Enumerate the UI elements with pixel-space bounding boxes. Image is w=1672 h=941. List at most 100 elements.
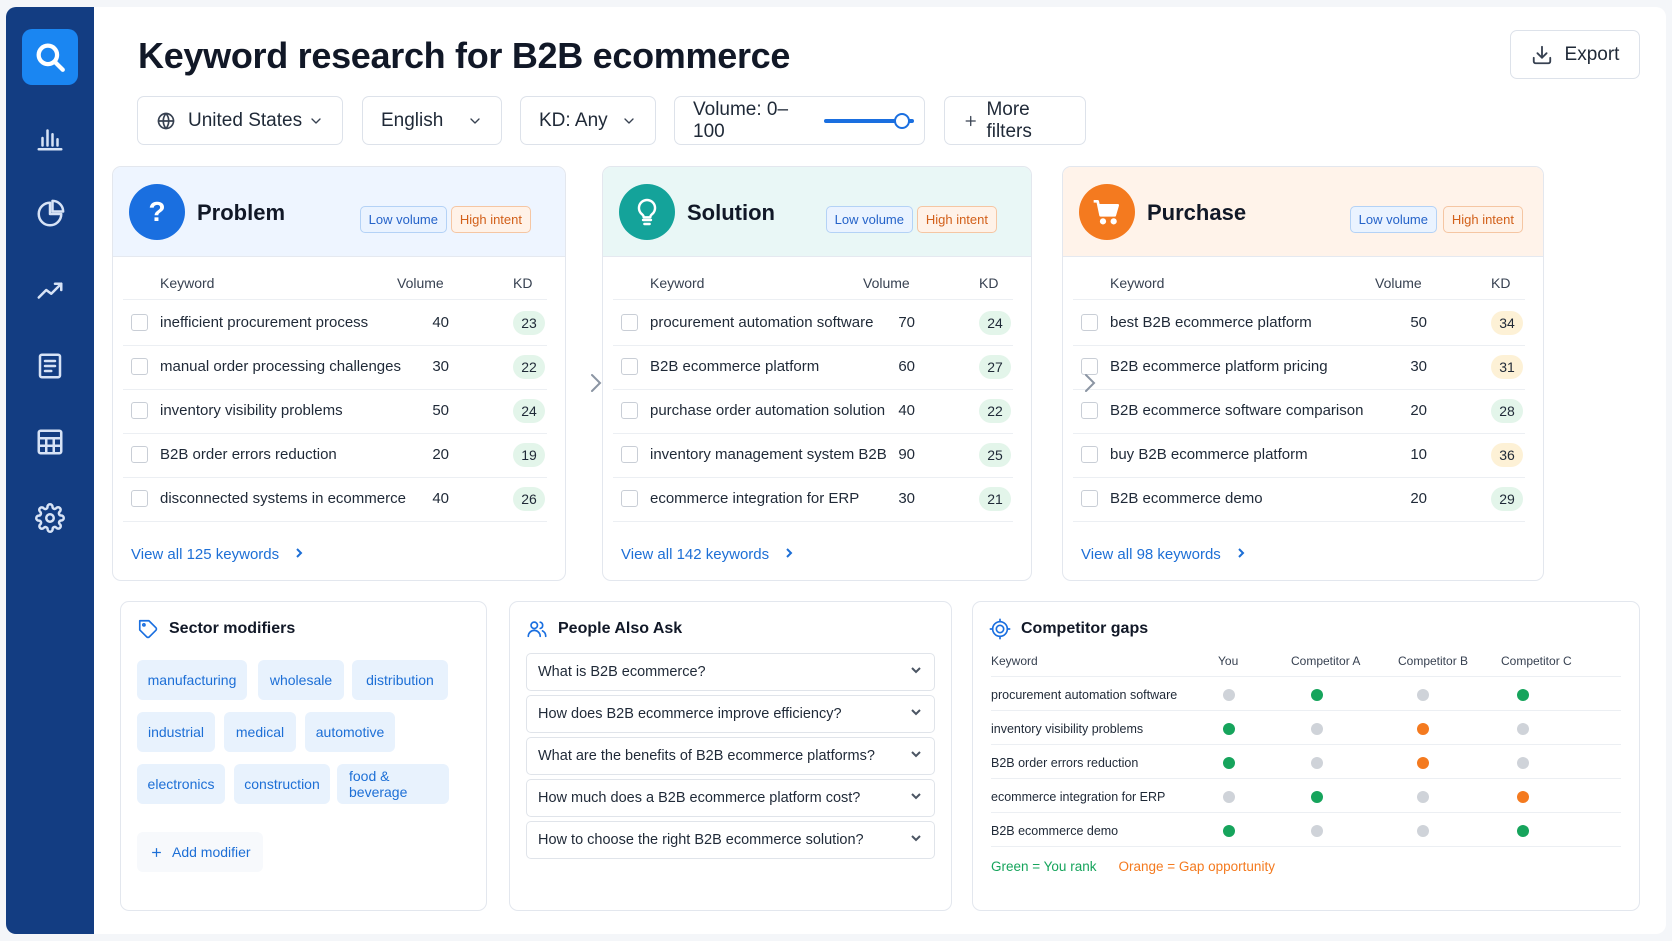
view-all-keywords-link[interactable]: View all 98 keywords	[1081, 546, 1247, 563]
more-filters-button[interactable]: More filters	[944, 96, 1086, 145]
modifier-chip[interactable]: medical	[224, 712, 296, 752]
row-checkbox[interactable]	[1081, 490, 1098, 507]
row-checkbox[interactable]	[621, 314, 638, 331]
country-select[interactable]: United States	[137, 96, 343, 145]
search-icon[interactable]	[22, 29, 78, 85]
modifier-chip[interactable]: industrial	[137, 712, 215, 752]
row-checkbox[interactable]	[1081, 314, 1098, 331]
status-dot-gray	[1517, 723, 1529, 735]
keyword-row[interactable]: inventory visibility problems 50 24	[123, 388, 547, 434]
keyword-row[interactable]: B2B order errors reduction 20 19	[123, 432, 547, 478]
volume-value: 20	[432, 446, 449, 463]
sector-modifiers-title-text: Sector modifiers	[169, 620, 296, 637]
tag-icon	[138, 619, 158, 639]
pie-chart-icon[interactable]	[22, 186, 78, 242]
card-header: ? Problem Low volume High intent	[113, 167, 565, 257]
row-checkbox[interactable]	[1081, 446, 1098, 463]
keyword-text: B2B ecommerce demo	[1110, 490, 1263, 507]
keyword-row[interactable]: inefficient procurement process 40 23	[123, 300, 547, 346]
keyword-row[interactable]: disconnected systems in ecommerce 40 26	[123, 476, 547, 522]
status-dot-orange	[1417, 723, 1429, 735]
legend-orange: Orange = Gap opportunity	[1118, 859, 1275, 874]
status-dot-gray	[1311, 723, 1323, 735]
high-intent-tag: High intent	[916, 206, 997, 233]
keyword-row[interactable]: manual order processing challenges 30 22	[123, 344, 547, 390]
modifier-chip[interactable]: food & beverage	[337, 764, 449, 804]
kd-badge: 28	[1491, 399, 1523, 423]
keyword-row[interactable]: inventory management system B2B 90 25	[613, 432, 1013, 478]
keyword-row[interactable]: B2B ecommerce software comparison 20 28	[1073, 388, 1525, 434]
volume-slider-track	[824, 118, 915, 123]
keyword-card-problem: ? Problem Low volume High intent Keyword Volu…	[112, 166, 566, 581]
bar-chart-icon[interactable]	[22, 110, 78, 166]
keyword-card-purchase: Purchase Low volume High intent Keyword Volu…	[1062, 166, 1544, 581]
question-item[interactable]: What is B2B ecommerce?	[526, 653, 935, 691]
document-icon[interactable]	[22, 338, 78, 394]
row-checkbox[interactable]	[131, 314, 148, 331]
gear-icon[interactable]	[22, 490, 78, 546]
row-checkbox[interactable]	[621, 446, 638, 463]
modifier-chip[interactable]: manufacturing	[137, 660, 247, 700]
question-item[interactable]: What are the benefits of B2B ecommerce p…	[526, 737, 935, 775]
row-checkbox[interactable]	[621, 490, 638, 507]
keyword-text: B2B order errors reduction	[160, 446, 337, 463]
status-dot-gray	[1223, 791, 1235, 803]
volume-filter[interactable]: Volume: 0–100	[674, 96, 925, 145]
question-item[interactable]: How much does a B2B ecommerce platform c…	[526, 779, 935, 817]
keyword-text: B2B ecommerce demo	[991, 824, 1119, 838]
kd-select[interactable]: KD: Any	[520, 96, 656, 145]
status-dot-gray	[1223, 689, 1235, 701]
volume-slider[interactable]	[824, 112, 915, 129]
keyword-row[interactable]: B2B ecommerce platform 60 27	[613, 344, 1013, 390]
keyword-row[interactable]: B2B ecommerce platform pricing 30 31	[1073, 344, 1525, 390]
kd-badge: 36	[1491, 443, 1523, 467]
people-also-ask-panel: People Also Ask What is B2B ecommerce? Ho…	[509, 601, 952, 911]
modifier-chip[interactable]: construction	[234, 764, 330, 804]
chevron-down-icon	[909, 705, 923, 723]
row-checkbox[interactable]	[1081, 358, 1098, 375]
keyword-row[interactable]: purchase order automation solution 40 22	[613, 388, 1013, 434]
volume-value: 50	[1410, 314, 1427, 331]
row-checkbox[interactable]	[131, 358, 148, 375]
keyword-text: B2B ecommerce software comparison	[1110, 402, 1364, 419]
keyword-row[interactable]: ecommerce integration for ERP 30 21	[613, 476, 1013, 522]
low-volume-tag: Low volume	[825, 206, 913, 233]
trend-line-icon[interactable]	[22, 262, 78, 318]
row-checkbox[interactable]	[131, 402, 148, 419]
table-icon[interactable]	[22, 414, 78, 470]
keyword-row[interactable]: procurement automation software 70 24	[613, 300, 1013, 346]
row-checkbox[interactable]	[131, 490, 148, 507]
status-dot-green	[1223, 825, 1235, 837]
export-button[interactable]: Export	[1510, 30, 1640, 79]
modifier-chip[interactable]: automotive	[305, 712, 395, 752]
competitor-row: ecommerce integration for ERP	[991, 779, 1621, 813]
keyword-row[interactable]: B2B ecommerce demo 20 29	[1073, 476, 1525, 522]
kd-badge: 25	[979, 443, 1011, 467]
volume-slider-thumb[interactable]	[894, 112, 910, 129]
keyword-text: procurement automation software	[650, 314, 874, 331]
kd-badge: 23	[513, 311, 545, 335]
language-select[interactable]: English	[362, 96, 502, 145]
view-all-keywords-link[interactable]: View all 142 keywords	[621, 546, 795, 563]
keyword-text: best B2B ecommerce platform	[1110, 314, 1312, 331]
card-title: Solution	[687, 200, 775, 225]
chevron-right-icon	[293, 546, 305, 563]
question-text: What is B2B ecommerce?	[538, 664, 706, 680]
globe-icon	[157, 112, 175, 129]
chevron-right-icon	[783, 546, 795, 563]
row-checkbox[interactable]	[621, 402, 638, 419]
row-checkbox[interactable]	[1081, 402, 1098, 419]
keyword-row[interactable]: buy B2B ecommerce platform 10 36	[1073, 432, 1525, 478]
high-intent-tag: High intent	[450, 206, 531, 233]
question-item[interactable]: How to choose the right B2B ecommerce so…	[526, 821, 935, 859]
modifier-chip[interactable]: wholesale	[258, 660, 344, 700]
modifier-chip[interactable]: distribution	[352, 660, 448, 700]
row-checkbox[interactable]	[131, 446, 148, 463]
question-item[interactable]: How does B2B ecommerce improve efficienc…	[526, 695, 935, 733]
view-all-keywords-link[interactable]: View all 125 keywords	[131, 546, 305, 563]
row-checkbox[interactable]	[621, 358, 638, 375]
keyword-row[interactable]: best B2B ecommerce platform 50 34	[1073, 300, 1525, 346]
add-modifier-button[interactable]: Add modifier	[137, 832, 263, 872]
modifier-chip[interactable]: electronics	[137, 764, 225, 804]
download-icon	[1532, 45, 1551, 64]
